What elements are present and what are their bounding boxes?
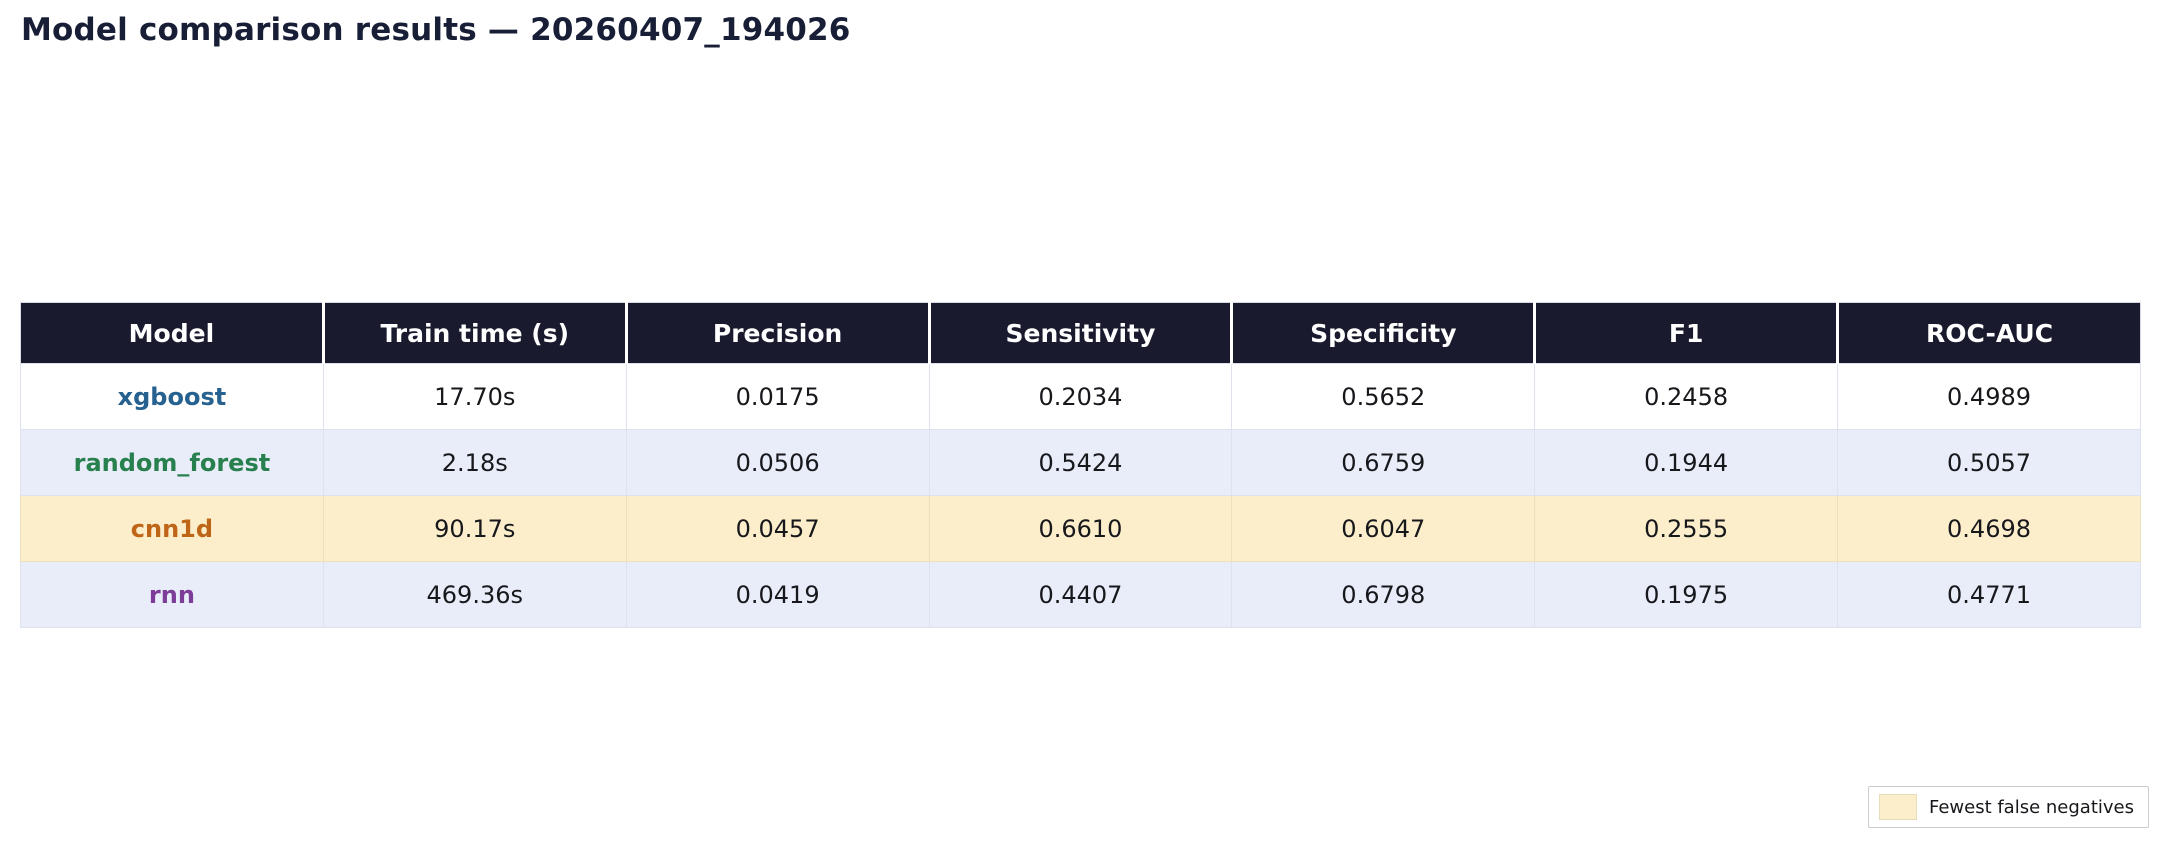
legend-label: Fewest false negatives [1928,796,2134,818]
roc-auc-cell: 0.5057 [1837,429,2141,496]
precision-cell: 0.0419 [625,561,930,628]
specificity-cell: 0.5652 [1231,363,1536,430]
specificity-cell: 0.6047 [1231,495,1536,562]
roc-auc-cell: 0.4698 [1837,495,2141,562]
precision-cell: 0.0457 [625,495,930,562]
f1-cell: 0.1975 [1534,561,1839,628]
column-header-model: Model [20,302,324,364]
table-row-xgboost: xgboost 17.70s 0.0175 0.2034 0.5652 0.24… [20,363,2141,430]
column-header-train-time: Train time (s) [321,302,627,364]
results-table: Model Train time (s) Precision Sensitivi… [20,302,2141,628]
column-header-sensitivity: Sensitivity [927,302,1232,364]
sensitivity-cell: 0.2034 [928,363,1233,430]
header-row: Model Train time (s) Precision Sensitivi… [20,302,2141,364]
specificity-cell: 0.6798 [1231,561,1536,628]
train-time-cell: 90.17s [322,495,627,562]
specificity-cell: 0.6759 [1231,429,1536,496]
f1-cell: 0.2458 [1534,363,1839,430]
column-header-f1: F1 [1533,302,1838,364]
train-time-cell: 17.70s [322,363,627,430]
table-body: xgboost 17.70s 0.0175 0.2034 0.5652 0.24… [20,363,2141,628]
precision-cell: 0.0506 [625,429,930,496]
legend: Fewest false negatives [1867,786,2149,828]
table-header: Model Train time (s) Precision Sensitivi… [20,302,2141,364]
table-row-cnn1d-highlighted: cnn1d 90.17s 0.0457 0.6610 0.6047 0.2555… [20,495,2141,562]
roc-auc-cell: 0.4771 [1837,561,2141,628]
precision-cell: 0.0175 [625,363,930,430]
model-name: rnn [20,561,324,628]
results-table-container: Model Train time (s) Precision Sensitivi… [20,302,2141,628]
f1-cell: 0.1944 [1534,429,1839,496]
page-title: Model comparison results — 20260407_1940… [21,12,851,48]
sensitivity-cell: 0.4407 [928,561,1233,628]
train-time-cell: 2.18s [322,429,627,496]
train-time-cell: 469.36s [322,561,627,628]
model-name: random_forest [20,429,324,496]
table-row-rnn: rnn 469.36s 0.0419 0.4407 0.6798 0.1975 … [20,561,2141,628]
f1-cell: 0.2555 [1534,495,1839,562]
column-header-precision: Precision [624,302,930,364]
table-row-random-forest: random_forest 2.18s 0.0506 0.5424 0.6759… [20,429,2141,496]
highlight-swatch-icon [1878,794,1917,820]
roc-auc-cell: 0.4989 [1837,363,2141,430]
sensitivity-cell: 0.5424 [928,429,1233,496]
column-header-specificity: Specificity [1230,302,1535,364]
sensitivity-cell: 0.6610 [928,495,1233,562]
model-name: xgboost [20,363,324,430]
model-name: cnn1d [20,495,324,562]
column-header-roc-auc: ROC-AUC [1836,302,2141,364]
